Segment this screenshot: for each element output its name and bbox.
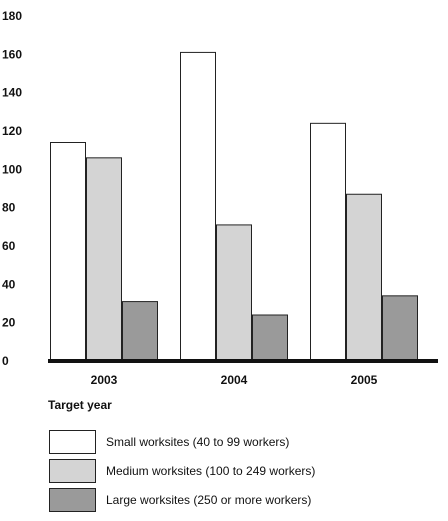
y-tick-label: 180 xyxy=(2,9,22,23)
x-tick-label: 2003 xyxy=(91,373,118,387)
y-tick-label: 40 xyxy=(2,277,16,291)
bar-2004-series-1 xyxy=(180,51,216,362)
legend-label: Medium worksites (100 to 249 workers) xyxy=(106,464,315,478)
x-tick-label: 2004 xyxy=(221,373,248,387)
y-tick-label: 160 xyxy=(2,47,22,61)
legend-label: Large worksites (250 or more workers) xyxy=(106,493,311,507)
legend-label: Small worksites (40 to 99 workers) xyxy=(106,435,289,449)
bar-2003-series-1 xyxy=(50,142,86,362)
y-tick-label: 0 xyxy=(2,354,9,368)
y-tick-label: 20 xyxy=(2,316,16,330)
bar-2003-series-2 xyxy=(86,157,122,362)
legend-swatch xyxy=(49,430,96,454)
y-tick-label: 100 xyxy=(2,162,22,176)
y-axis-ticks: 0 20 40 60 80 100 120 140 160 180 xyxy=(2,9,22,368)
x-tick-label: 2005 xyxy=(351,373,378,387)
bar-2005-series-3 xyxy=(382,295,418,362)
x-axis-title: Target year xyxy=(48,398,112,412)
y-tick-label: 120 xyxy=(2,124,22,138)
bar-2005-series-1 xyxy=(310,122,346,362)
legend-swatch xyxy=(49,488,96,512)
legend: Small worksites (40 to 99 workers) Medium… xyxy=(49,430,315,512)
bar-2003-series-3 xyxy=(122,301,158,362)
legend-swatch xyxy=(49,459,96,483)
bar-2004-series-2 xyxy=(216,224,252,362)
bar-2005-series-2 xyxy=(346,193,382,362)
bars xyxy=(50,51,418,362)
y-tick-label: 80 xyxy=(2,201,16,215)
y-tick-label: 60 xyxy=(2,239,16,253)
x-axis-ticks: 2003 2004 2005 xyxy=(91,373,378,387)
y-tick-label: 140 xyxy=(2,86,22,100)
bar-2004-series-3 xyxy=(252,314,288,362)
